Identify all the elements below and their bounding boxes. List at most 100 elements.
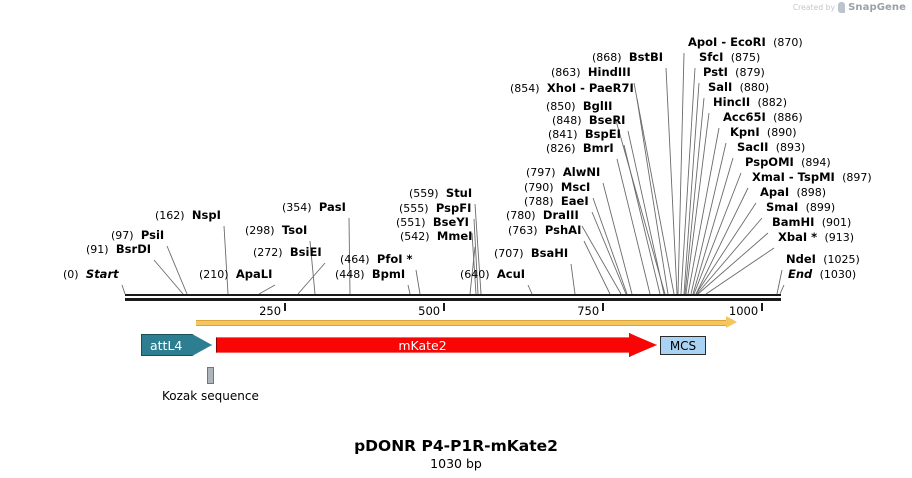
restriction-site-position: (901) [821,216,852,229]
kozak-sequence-marker[interactable] [207,367,214,384]
restriction-site-position: (868) [592,51,622,64]
restriction-site-label[interactable]: (826) BmrI [546,142,614,156]
restriction-site-label[interactable]: (763) PshAI [508,224,581,238]
leader-line [692,157,734,295]
restriction-site-label[interactable]: (448) BpmI [335,268,405,282]
restriction-site-label[interactable]: (272) BsiEI [253,245,322,260]
restriction-site-name: BseRI [588,113,626,127]
restriction-site-label[interactable]: NdeI (1025) [786,253,860,267]
leader-line [471,232,477,295]
restriction-site-position: (890) [766,126,797,139]
restriction-site-label[interactable]: SfcI (875) [699,51,760,65]
leader-line [258,284,276,295]
restriction-site-label[interactable]: (863) HindIII [551,65,631,80]
leader-line [705,247,775,295]
restriction-site-name: HindIII [587,65,631,79]
restriction-site-label[interactable]: (868) BstBI [592,50,664,65]
restriction-site-label[interactable]: (298) TsoI [245,224,307,238]
feature-mkate2-label: mKate2 [398,337,447,353]
restriction-site-label[interactable]: (555) PspFI [399,202,471,216]
restriction-site-name: PasI [318,200,346,214]
restriction-site-name: End [788,267,813,281]
restriction-site-label[interactable]: SmaI (899) [766,201,835,215]
restriction-site-name: MmeI [436,229,473,243]
restriction-site-label[interactable]: PspOMI (894) [745,155,831,170]
restriction-site-position: (354) [282,201,312,214]
restriction-site-label[interactable]: XbaI * (913) [778,231,854,245]
feature-attl4[interactable]: attL4 [141,334,212,356]
restriction-site-label[interactable]: (91) BsrDI [86,243,151,257]
restriction-site-label[interactable]: (551) BseYI [396,216,469,230]
restriction-site-position: (870) [773,36,803,49]
restriction-site-label[interactable]: (0) Start [63,268,119,282]
leader-line [695,187,749,295]
restriction-site-position: (1030) [819,268,857,281]
ruler-tick-label: 750 [577,304,600,318]
restriction-site-name: BamHI [772,215,815,229]
restriction-site-name: BsiEI [289,245,322,259]
leader-line [685,112,710,295]
restriction-site-name: XmaI - TspMI [752,170,835,184]
leader-line [166,245,188,295]
restriction-site-label[interactable]: ApoI - EcoRI (870) [688,36,803,50]
restriction-site-label[interactable]: XmaI - TspMI (897) [752,170,872,185]
restriction-site-label[interactable]: KpnI (890) [730,126,797,140]
restriction-site-label[interactable]: ApaI (898) [760,186,826,200]
restriction-site-label[interactable]: (559) StuI [409,187,472,201]
restriction-site-label[interactable]: (797) AlwNI [526,166,600,180]
restriction-site-position: (542) [400,230,430,243]
restriction-site-name: BsaHI [530,246,569,260]
feature-mcs[interactable]: MCS [660,336,706,355]
restriction-site-label[interactable]: End (1030) [788,267,857,282]
restriction-site-label[interactable]: HincII (882) [713,96,788,110]
leader-line [690,142,727,295]
restriction-site-label[interactable]: Acc65I (886) [723,111,803,125]
restriction-site-label[interactable]: (780) DraIII [506,208,579,223]
restriction-site-label[interactable]: (848) BseRI [552,113,626,128]
leader-line [687,127,720,295]
restriction-site-label[interactable]: BamHI (901) [772,215,852,230]
restriction-site-label[interactable]: (790) MscI [524,181,590,195]
restriction-site-position: (790) [524,181,554,194]
restriction-site-label[interactable]: (542) MmeI [400,229,473,244]
leader-line [696,217,763,295]
restriction-site-position: (707) [494,247,524,260]
restriction-site-position: (97) [111,229,134,242]
restriction-site-name: BspEI [584,127,621,141]
restriction-site-label[interactable]: PstI (879) [703,66,765,80]
leader-line [616,158,651,295]
leader-line [591,211,627,295]
restriction-site-name: PsiI [140,228,165,242]
restriction-site-label[interactable]: (640) AcuI [460,267,526,282]
leader-line [684,97,705,295]
restriction-site-label[interactable]: SacII (893) [737,141,805,155]
restriction-site-name: AcuI [496,267,526,281]
leader-line [415,269,421,295]
restriction-site-position: (464) [340,253,370,266]
restriction-site-position: (879) [735,66,765,79]
restriction-site-position: (882) [757,96,788,109]
restriction-site-label[interactable]: (162) NspI [155,209,221,223]
restriction-site-position: (826) [546,142,576,155]
leader-line [776,269,783,295]
restriction-site-label[interactable]: (97) PsiI [111,228,165,243]
restriction-site-label[interactable]: (788) EaeI [524,195,589,209]
restriction-site-label[interactable]: (210) ApaLI [199,268,272,282]
restriction-site-label[interactable]: (854) XhoI - PaeR7I [510,81,634,96]
restriction-site-label[interactable]: (354) PasI [282,200,346,215]
restriction-site-label[interactable]: SalI (880) [708,81,769,95]
restriction-site-label[interactable]: (841) BspEI [548,127,621,142]
restriction-site-name: BstBI [628,50,664,64]
restriction-site-label[interactable]: (850) BglII [546,100,612,114]
leader-line [680,67,696,295]
restriction-site-position: (763) [508,224,538,237]
feature-mkate2[interactable]: mKate2 [216,333,657,357]
restriction-site-position: (841) [548,128,578,141]
restriction-site-label[interactable]: (464) PfoI * [340,253,413,267]
restriction-site-name: DraIII [542,208,579,222]
restriction-site-name: XhoI - PaeR7I [546,81,634,95]
restriction-site-name: PspOMI [745,155,794,169]
leader-line [121,284,126,295]
restriction-site-label[interactable]: (707) BsaHI [494,246,569,261]
